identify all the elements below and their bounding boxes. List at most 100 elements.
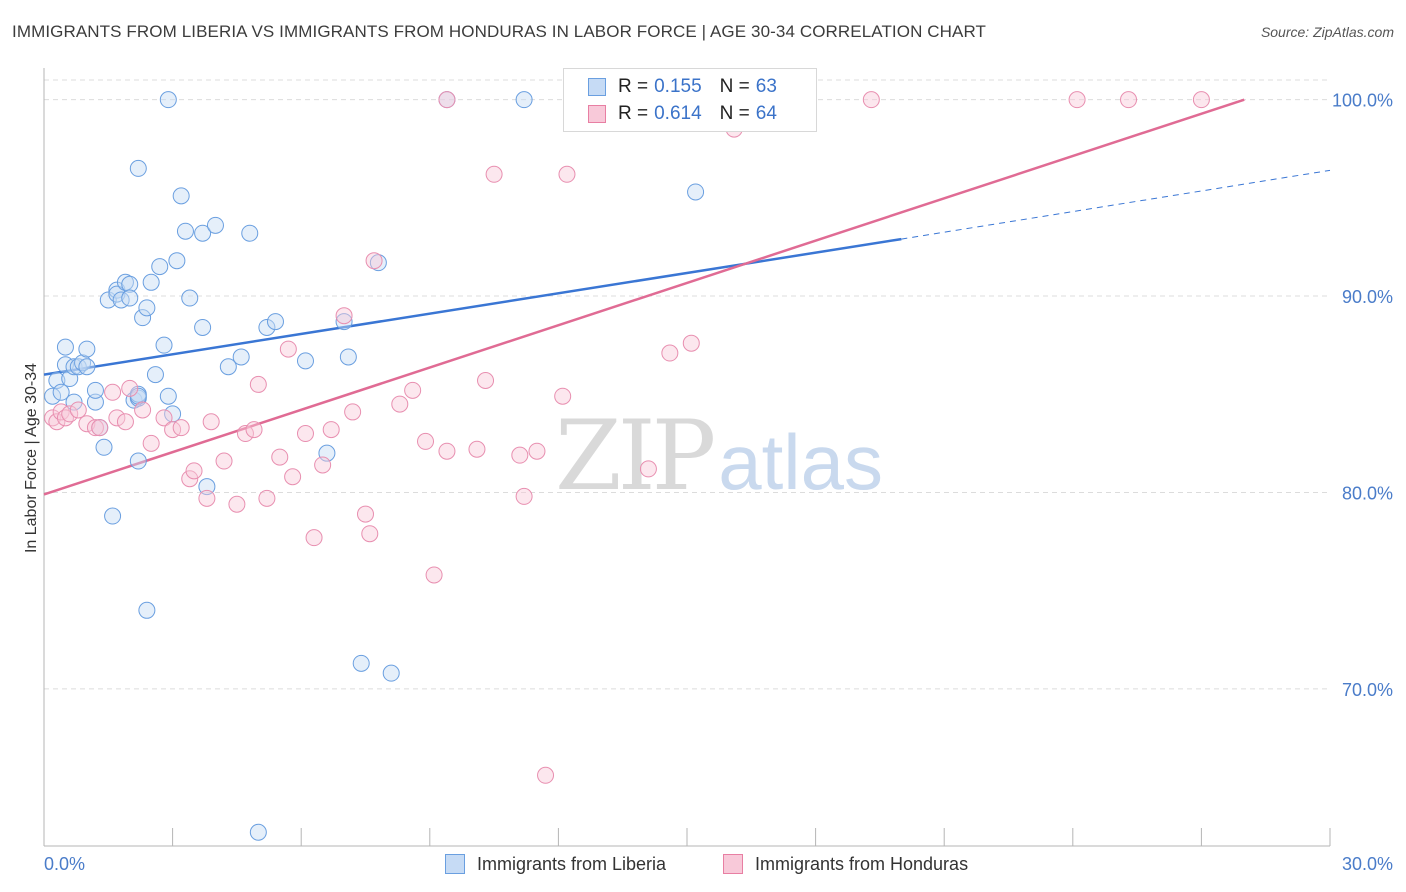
- honduras-point: [322, 421, 340, 439]
- honduras-point: [155, 409, 173, 427]
- liberia-point: [121, 275, 139, 293]
- honduras-legend-label: Immigrants from Honduras: [755, 853, 969, 874]
- liberia-point: [56, 338, 74, 356]
- honduras-point: [639, 460, 657, 478]
- honduras-point: [142, 434, 160, 452]
- honduras-point: [357, 505, 374, 523]
- honduras-point: [438, 442, 456, 460]
- honduras-point: [438, 91, 456, 109]
- honduras-point: [91, 419, 109, 437]
- liberia-trend-line: [43, 237, 902, 376]
- honduras-swatch: [588, 105, 606, 123]
- honduras-point: [181, 470, 199, 488]
- liberia-point: [266, 313, 284, 331]
- honduras-point: [391, 395, 409, 413]
- zipatlas-watermark: ZIPatlas: [555, 400, 883, 512]
- honduras-point: [361, 525, 379, 543]
- honduras-point: [365, 252, 383, 270]
- liberia-point: [104, 507, 122, 525]
- honduras-point: [515, 487, 533, 505]
- axes: [43, 68, 1331, 847]
- honduras-point: [425, 566, 443, 584]
- gridlines: [44, 79, 1330, 690]
- honduras-point: [198, 489, 216, 507]
- liberia-point: [134, 309, 152, 327]
- liberia-point: [352, 654, 370, 672]
- n-label: N =: [719, 103, 750, 124]
- liberia-point: [232, 348, 250, 366]
- y-tick-label: 70.0%: [1342, 680, 1393, 700]
- honduras-point: [78, 415, 96, 433]
- liberia-point: [181, 289, 199, 307]
- honduras-point: [69, 401, 87, 419]
- liberia-n-value: 63: [755, 76, 777, 97]
- liberia-point: [339, 348, 357, 366]
- honduras-point: [121, 379, 139, 397]
- honduras-point: [108, 409, 126, 427]
- honduras-point: [477, 372, 495, 390]
- liberia-point: [194, 318, 212, 336]
- honduras-point: [249, 375, 267, 393]
- liberia-point: [687, 183, 705, 201]
- liberia-point: [44, 387, 62, 405]
- x-tick-label-min: 0.0%: [44, 854, 85, 874]
- liberia-point: [129, 159, 147, 177]
- honduras-point: [284, 468, 302, 486]
- honduras-legend-swatch: [723, 854, 743, 874]
- watermark-atlas: atlas: [718, 418, 883, 506]
- liberia-point: [172, 187, 190, 205]
- legend-row-honduras: R = 0.614 N = 64: [588, 103, 777, 125]
- honduras-point: [48, 413, 66, 431]
- liberia-point: [116, 273, 134, 291]
- honduras-point: [185, 462, 203, 480]
- liberia-point: [129, 452, 147, 470]
- liberia-point: [155, 336, 173, 354]
- honduras-point: [228, 495, 246, 513]
- y-tick-label: 80.0%: [1342, 483, 1393, 503]
- liberia-point: [249, 823, 267, 841]
- honduras-point: [215, 452, 233, 470]
- bottom-legend-honduras: Immigrants from Honduras: [723, 852, 968, 876]
- chart-title: IMMIGRANTS FROM LIBERIA VS IMMIGRANTS FR…: [12, 22, 987, 41]
- liberia-point: [78, 358, 96, 376]
- honduras-point: [682, 334, 700, 352]
- liberia-point: [198, 478, 216, 496]
- honduras-point: [245, 421, 263, 439]
- honduras-point: [134, 401, 152, 419]
- honduras-point: [468, 440, 486, 458]
- liberia-point: [335, 313, 353, 331]
- liberia-point: [241, 224, 259, 242]
- stats-legend: R = 0.155 N = 63 R = 0.614 N = 64: [563, 68, 817, 132]
- liberia-point: [86, 381, 104, 399]
- legend-row-liberia: R = 0.155 N = 63: [588, 76, 777, 98]
- liberia-point: [146, 366, 164, 384]
- y-axis-label: In Labor Force | Age 30-34: [23, 362, 40, 554]
- honduras-point: [417, 432, 435, 450]
- honduras-point: [86, 419, 104, 437]
- honduras-r-value: 0.614: [654, 103, 702, 124]
- liberia-point: [219, 358, 237, 376]
- liberia-point: [258, 318, 276, 336]
- liberia-point: [515, 91, 533, 109]
- liberia-point: [95, 438, 113, 456]
- liberia-trend-extension: [901, 169, 1331, 240]
- liberia-point: [52, 383, 70, 401]
- honduras-point: [116, 413, 134, 431]
- honduras-point: [661, 344, 679, 362]
- liberia-point: [138, 601, 156, 619]
- liberia-point: [159, 91, 177, 109]
- honduras-point: [554, 387, 572, 405]
- source-credit: Source: ZipAtlas.com: [1260, 24, 1394, 40]
- honduras-point: [172, 419, 190, 437]
- watermark-zip: ZIP: [555, 400, 716, 512]
- liberia-point: [369, 254, 387, 272]
- liberia-point: [159, 387, 177, 405]
- trend-lines: [43, 98, 1331, 496]
- n-label: N =: [719, 76, 750, 97]
- liberia-swatch: [588, 78, 606, 96]
- honduras-trend-line: [43, 98, 1245, 496]
- honduras-point: [279, 340, 297, 358]
- liberia-point: [194, 224, 212, 242]
- y-tick-label: 90.0%: [1342, 287, 1393, 307]
